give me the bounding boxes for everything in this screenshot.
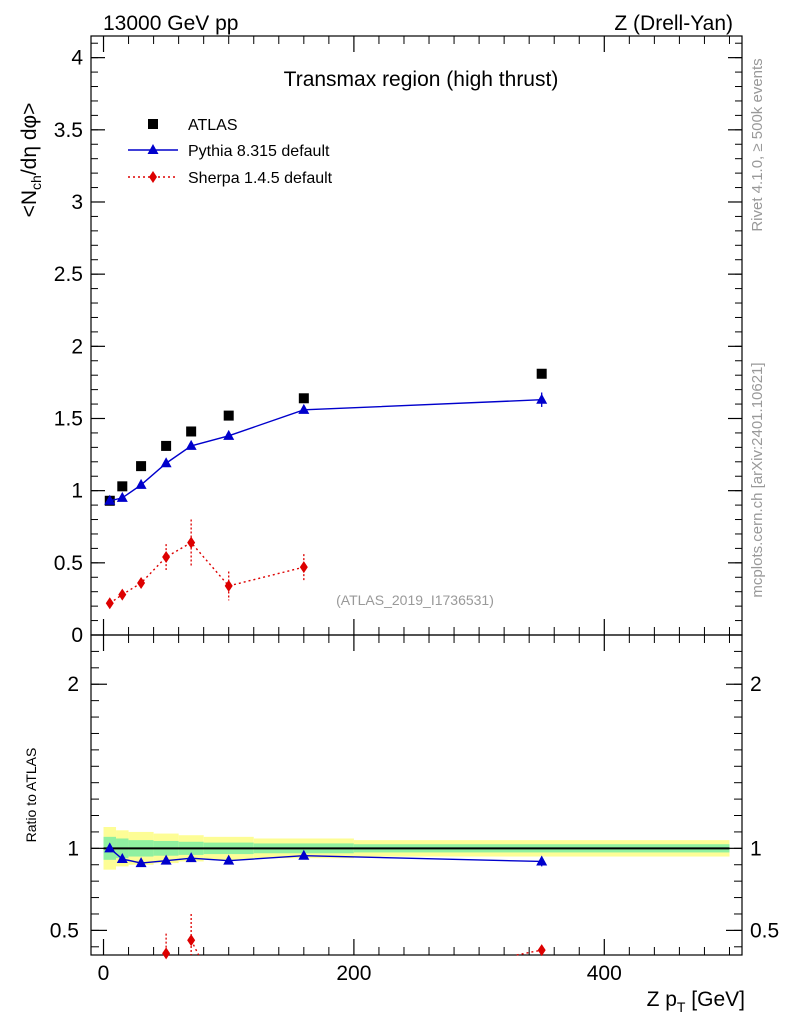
pythia-point xyxy=(135,478,147,489)
analysis-tag: (ATLAS_2019_I1736531) xyxy=(336,592,494,608)
legend-label-atlas: ATLAS xyxy=(188,117,238,134)
ratio-y-tick-label: 1 xyxy=(67,837,79,860)
main-y-axis: 0 0.5 1 1.5 2 2.5 3 3.5 4 xyxy=(54,42,742,647)
atlas-point xyxy=(186,426,197,437)
pythia-point xyxy=(223,854,235,865)
pythia-series xyxy=(104,842,548,868)
main-panel: Transmax region (high thrust) (ATLAS_201… xyxy=(18,35,743,647)
ratio-y-tick-label-right: 1 xyxy=(750,837,762,860)
legend-item-sherpa: Sherpa 1.4.5 default xyxy=(128,170,333,187)
ratio-series xyxy=(104,842,548,960)
sherpa-ratio-point xyxy=(162,947,171,960)
main-y-axis-label: <Nch/dη dφ> xyxy=(18,103,44,218)
ratio-y-tick-label: 2 xyxy=(67,673,79,696)
pythia-point xyxy=(160,854,172,865)
main-y-tick-label: 0.5 xyxy=(54,552,83,575)
pythia-point xyxy=(223,429,235,440)
sherpa-point xyxy=(224,579,233,592)
pythia-line xyxy=(109,399,542,502)
atlas-series xyxy=(104,368,547,506)
sherpa-ratio-line xyxy=(516,949,542,956)
x-label-sub: T xyxy=(677,999,686,1015)
sherpa-point xyxy=(187,536,196,549)
main-y-tick-label: 2.5 xyxy=(54,263,83,286)
legend-item-atlas: ATLAS xyxy=(148,117,238,134)
process-label: Z (Drell-Yan) xyxy=(614,12,733,35)
energy-label: 13000 GeV pp xyxy=(103,12,238,35)
pythia-point xyxy=(116,853,128,863)
atlas-point xyxy=(136,461,147,472)
pythia-point xyxy=(104,494,116,505)
mcplots-watermark: mcplots.cern.ch [arXiv:2401.10621] xyxy=(749,362,766,597)
legend: ATLAS Pythia 8.315 default Sherpa 1.4.5 de… xyxy=(128,117,333,187)
sherpa-series xyxy=(105,519,308,610)
y-label-tail: /dη dφ> xyxy=(18,103,41,176)
sherpa-line xyxy=(109,541,304,604)
ratio-y-axis-label: Ratio to ATLAS xyxy=(23,748,39,843)
main-y-tick-label: 0 xyxy=(71,624,83,647)
main-y-tick-label: 4 xyxy=(71,47,83,70)
atlas-point xyxy=(117,481,128,492)
atlas-point xyxy=(298,393,309,404)
main-y-tick-label: 1.5 xyxy=(54,407,83,430)
main-x-axis-ticks xyxy=(102,36,730,635)
pythia-point xyxy=(536,393,548,404)
legend-marker-atlas xyxy=(148,119,158,129)
x-tick-label: 400 xyxy=(587,962,622,985)
x-tick-label: 200 xyxy=(336,962,371,985)
y-label-main: <N xyxy=(18,190,41,217)
plot-title: Transmax region (high thrust) xyxy=(284,68,559,91)
ratio-y-tick-label-right: 0.5 xyxy=(750,919,779,942)
main-y-tick-label: 2 xyxy=(71,335,83,358)
pythia-point xyxy=(185,852,197,863)
pythia-point xyxy=(160,457,172,468)
uncertainty-bands xyxy=(103,827,730,870)
legend-label-sherpa: Sherpa 1.4.5 default xyxy=(188,170,333,187)
pythia-series xyxy=(104,392,548,505)
x-axis-label: Z pT [GeV] xyxy=(647,988,745,1015)
ratio-y-tick-label: 0.5 xyxy=(50,919,79,942)
main-series xyxy=(104,368,548,610)
main-y-tick-label: 3 xyxy=(71,191,83,214)
sherpa-point xyxy=(105,597,114,610)
sherpa-point xyxy=(137,577,146,590)
pythia-point xyxy=(135,857,147,868)
ratio-y-axis: 0.5 0.5 1 1 2 2 xyxy=(50,650,779,948)
ratio-y-tick-label-right: 2 xyxy=(750,673,762,696)
sherpa-point xyxy=(299,561,308,574)
ratio-x-axis: 0 200 400 xyxy=(98,635,730,985)
y-label-sub: ch xyxy=(28,175,44,190)
pythia-point xyxy=(116,491,128,502)
atlas-point xyxy=(536,368,547,379)
pythia-point xyxy=(104,842,116,853)
pythia-point xyxy=(536,855,548,866)
pythia-point xyxy=(298,849,310,860)
atlas-point xyxy=(161,440,172,451)
sherpa-point xyxy=(162,551,171,564)
pythia-point xyxy=(185,439,197,450)
x-label-main: Z p xyxy=(647,988,677,1011)
x-label-tail: [GeV] xyxy=(685,988,745,1011)
atlas-point xyxy=(223,410,234,421)
sherpa-point xyxy=(118,588,127,601)
rivet-watermark: Rivet 4.1.0, ≥ 500k events xyxy=(749,58,766,231)
legend-item-pythia: Pythia 8.315 default xyxy=(128,143,330,160)
legend-label-pythia: Pythia 8.315 default xyxy=(188,143,330,160)
ratio-frame xyxy=(90,634,743,956)
main-y-tick-label: 3.5 xyxy=(54,119,83,142)
pythia-point xyxy=(298,403,310,414)
ratio-panel: 0.5 0.5 1 1 2 2 0 200 400 Ratio to ATLAS Z pT [… xyxy=(23,634,779,1015)
main-y-tick-label: 1 xyxy=(71,480,83,503)
sherpa-ratio-series xyxy=(162,913,546,960)
legend-marker-sherpa xyxy=(149,171,157,183)
x-tick-label: 0 xyxy=(98,962,110,985)
legend-marker-pythia xyxy=(147,144,159,154)
